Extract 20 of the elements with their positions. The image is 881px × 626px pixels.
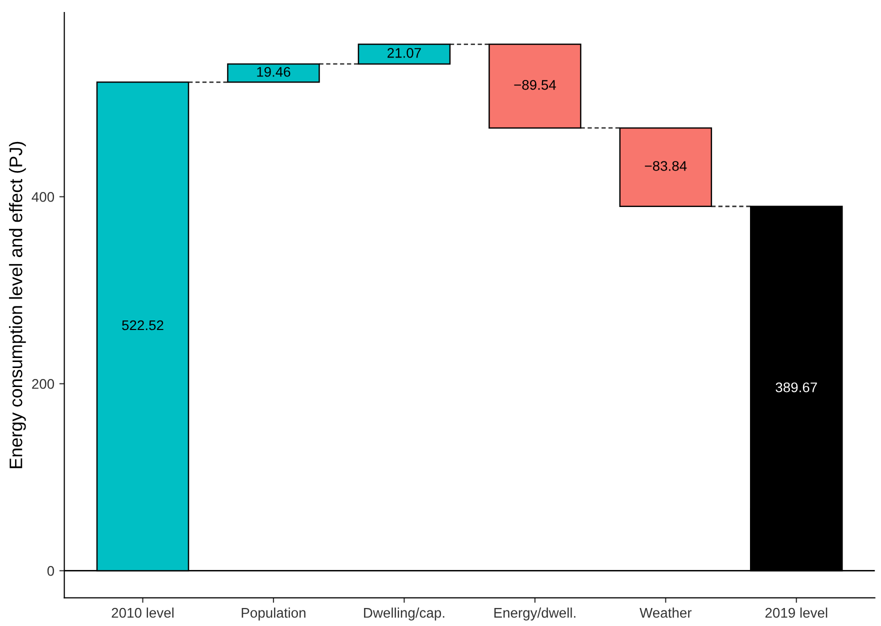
data-label: 522.52: [122, 320, 164, 330]
bar: [358, 44, 451, 65]
bar: [619, 127, 712, 207]
x-tick-label: 2010 level: [112, 608, 174, 618]
y-tick-label: 0: [47, 566, 54, 576]
x-tick-label: Population: [242, 608, 306, 620]
y-axis-title: Energy consumption level and effect (PJ): [9, 142, 26, 468]
data-label: −89.54: [514, 80, 556, 90]
x-tick-label: Weather: [640, 608, 692, 618]
data-label: 21.07: [388, 48, 421, 58]
x-tick-label: 2019 level: [765, 608, 828, 618]
bar: [227, 63, 320, 83]
x-tick-label: Energy/dwell.: [494, 608, 576, 620]
y-tick-label: 200: [32, 379, 54, 389]
data-label: 389.67: [776, 382, 817, 392]
bar: [488, 44, 582, 129]
x-tick-label: Dwelling/cap.: [364, 608, 444, 620]
data-label: 19.46: [257, 66, 290, 77]
data-label: −83.84: [644, 161, 687, 171]
y-tick-label: 400: [32, 192, 54, 202]
